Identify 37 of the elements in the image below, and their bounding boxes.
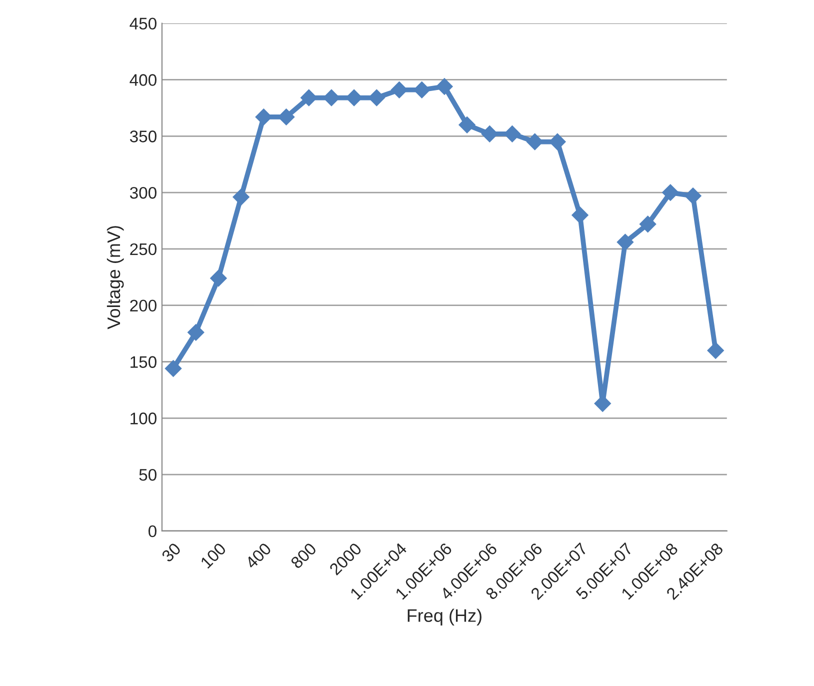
point [526,133,544,150]
y-tick-label: 150 [130,356,156,368]
point [346,89,362,106]
x-tick-label: 30 [160,542,182,563]
point [662,184,679,201]
point [572,206,588,224]
point [164,360,182,377]
y-tick-label: 200 [130,300,156,312]
point [278,108,295,126]
x-tick-label: 400 [244,542,272,570]
point [684,188,702,204]
y-tick-label: 0 [148,525,156,538]
y-tick-label: 400 [130,74,156,86]
point [232,188,250,206]
y-axis-title: Voltage (mV) [106,226,124,330]
y-tick-label: 300 [130,186,156,199]
point [436,78,453,95]
x-tick-label: 800 [290,542,318,570]
x-axis-title: Freq (Hz) [408,608,482,626]
point [504,126,521,142]
y-tick-label: 100 [130,412,156,424]
point [707,342,724,359]
point [616,234,634,251]
y-tick-label: 350 [130,130,156,142]
y-tick-label: 450 [130,18,156,30]
point [300,89,318,106]
point [323,89,340,106]
y-tick-label: 250 [130,243,156,256]
point [639,216,656,232]
point [368,89,386,106]
point [210,270,227,287]
point [458,116,476,134]
point [188,324,204,341]
point [549,133,566,150]
x-tick-label: 100 [200,542,227,569]
point [390,82,408,98]
y-tick-label: 50 [139,468,156,481]
